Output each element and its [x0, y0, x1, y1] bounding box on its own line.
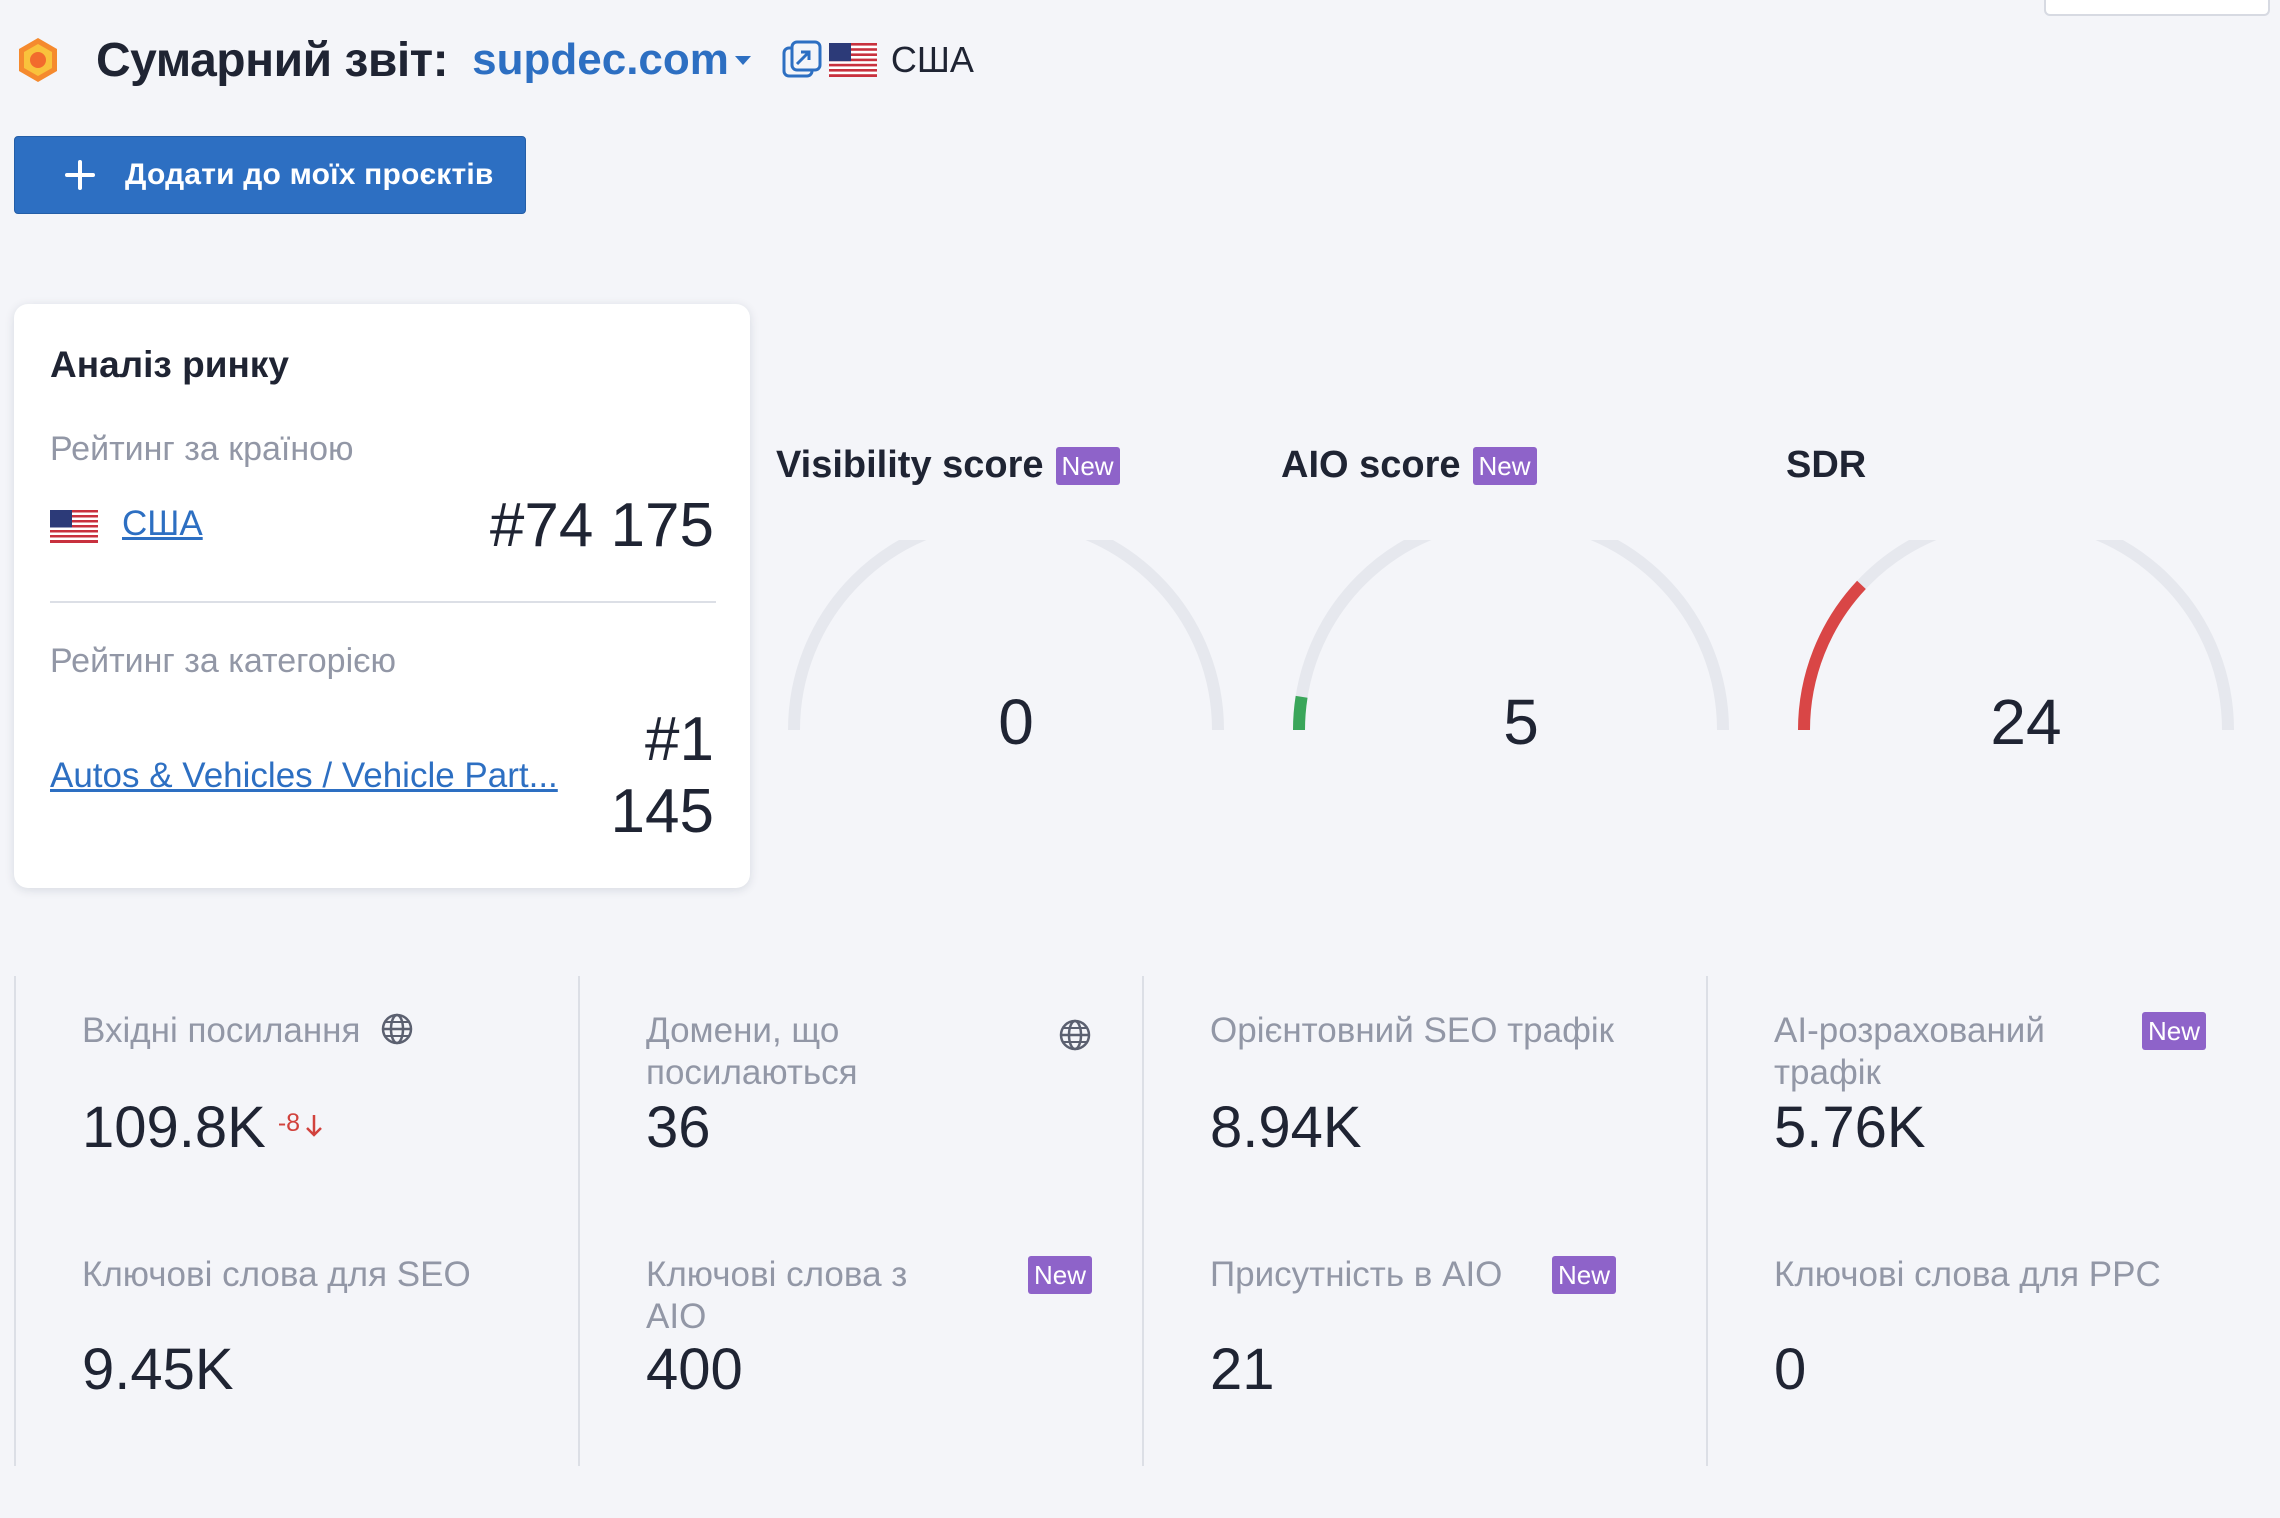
ai-traffic-label-line2: трафік — [1774, 1053, 1881, 1092]
new-badge: New — [1055, 446, 1120, 485]
category-rank-label: Рейтинг за категорією — [50, 642, 396, 680]
new-badge: New — [2142, 1012, 2207, 1050]
gauge-title: SDR — [1786, 444, 1866, 487]
card-divider — [50, 601, 716, 603]
gauge-arc — [1798, 540, 2234, 731]
visibility-score-gauge: Visibility score New 0 — [776, 440, 1256, 780]
gauge-fill — [1293, 695, 1308, 731]
app-logo-icon — [19, 38, 57, 82]
backlinks-value[interactable]: 109.8K -8 — [82, 1094, 324, 1161]
add-to-projects-button[interactable]: Додати до моїх проєктів — [14, 136, 526, 214]
report-header: Сумарний звіт: supdec.com США — [14, 28, 974, 92]
ref-domains-label-line1: Домени, що — [646, 1011, 840, 1050]
aio-keywords-label-line1: Ключові слова з — [646, 1255, 908, 1294]
ref-domains-label-line2: посилаються — [646, 1053, 858, 1092]
new-badge: New — [1552, 1256, 1617, 1294]
gauge-title-text: SDR — [1786, 444, 1867, 486]
top-right-control[interactable] — [2044, 0, 2270, 16]
gauge-arc — [788, 540, 1224, 731]
globe-icon[interactable] — [380, 1012, 414, 1046]
us-flag-icon — [828, 43, 877, 77]
us-flag-icon — [50, 510, 98, 543]
backlinks-delta: -8 — [277, 1109, 301, 1137]
metrics-column-1: Вхідні посилання 109.8K -8 Ключові слова… — [14, 976, 578, 1466]
metrics-grid: Вхідні посилання 109.8K -8 Ключові слова… — [14, 976, 2254, 1466]
ai-traffic-label: AI-розрахований трафік — [1774, 1010, 2045, 1094]
aio-keywords-label-line2: AIO — [646, 1297, 707, 1336]
market-analysis-card: Аналіз ринку Рейтинг за країною США #74 … — [14, 304, 750, 888]
category-rank-line1: #1 — [645, 705, 714, 774]
domain-name[interactable]: supdec.com — [472, 35, 729, 84]
gauge-value: 0 — [998, 686, 1034, 758]
add-to-projects-label: Додати до моїх проєктів — [125, 158, 494, 191]
country-label: США — [890, 39, 974, 80]
market-card-title: Аналіз ринку — [50, 344, 289, 385]
backlinks-number[interactable]: 109.8K — [82, 1095, 266, 1160]
ai-traffic-label-line1: AI-розрахований — [1774, 1011, 2045, 1050]
metrics-column-4: AI-розрахований трафік New 5.76K Ключові… — [1706, 976, 2270, 1466]
ppc-keywords-label: Ключові слова для PPC — [1774, 1255, 2161, 1294]
seo-traffic-value[interactable]: 8.94K — [1210, 1095, 1362, 1160]
aio-keywords-label: Ключові слова з AIO — [646, 1254, 907, 1338]
category-rank-value: #1 145 — [611, 704, 714, 848]
metrics-column-3: Орієнтовний SEO трафік 8.94K Присутність… — [1142, 976, 1706, 1466]
ai-traffic-value[interactable]: 5.76K — [1774, 1095, 1926, 1160]
seo-traffic-label: Орієнтовний SEO трафік — [1210, 1011, 1614, 1050]
gauge-title: AIO score New — [1281, 444, 1537, 487]
gauge-arc — [1293, 540, 1729, 731]
backlinks-label: Вхідні посилання — [82, 1010, 414, 1052]
seo-keywords-label: Ключові слова для SEO — [82, 1255, 471, 1294]
gauge-title-text: AIO score — [1281, 444, 1461, 486]
gauge-title-text: Visibility score — [776, 444, 1044, 486]
gauge-fill — [1798, 580, 1866, 731]
aio-score-gauge: AIO score New 5 — [1281, 440, 1761, 780]
arrow-down-icon — [306, 1114, 322, 1137]
category-link[interactable]: Autos & Vehicles / Vehicle Part... — [50, 756, 558, 795]
ppc-keywords-value[interactable]: 0 — [1774, 1337, 1807, 1402]
domain-selector[interactable]: supdec.com — [472, 35, 751, 85]
gauge-value: 5 — [1503, 686, 1539, 758]
backlinks-label-text: Вхідні посилання — [82, 1011, 361, 1050]
sdr-gauge: SDR 24 — [1786, 440, 2266, 780]
globe-icon[interactable] — [1058, 1018, 1092, 1052]
chevron-down-icon[interactable] — [734, 55, 751, 65]
ref-domains-value[interactable]: 36 — [646, 1095, 711, 1160]
gauge-value: 24 — [1990, 686, 2062, 758]
plus-icon — [65, 160, 95, 190]
seo-keywords-value[interactable]: 9.45K — [82, 1337, 234, 1402]
ref-domains-label: Домени, що посилаються — [646, 1010, 858, 1094]
new-badge: New — [1472, 446, 1537, 485]
country-link[interactable]: США — [122, 504, 203, 543]
country-rank-value: #74 175 — [489, 491, 714, 560]
country-rank-label: Рейтинг за країною — [50, 430, 354, 468]
page-title: Сумарний звіт: — [96, 33, 449, 87]
aio-presence-label: Присутність в AIO — [1210, 1255, 1503, 1294]
category-rank-line2: 145 — [610, 777, 714, 846]
metrics-column-2: Домени, що посилаються 36 Ключові слова … — [578, 976, 1142, 1466]
aio-presence-value[interactable]: 21 — [1210, 1337, 1275, 1402]
aio-keywords-value[interactable]: 400 — [646, 1337, 743, 1402]
gauge-title: Visibility score New — [776, 444, 1120, 487]
new-badge: New — [1028, 1256, 1093, 1294]
external-link-icon[interactable] — [781, 39, 823, 81]
